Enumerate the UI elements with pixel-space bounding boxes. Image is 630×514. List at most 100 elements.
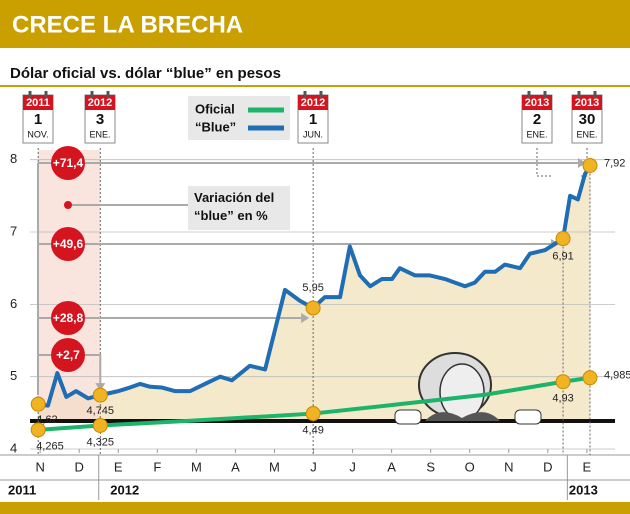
calendar-year: 2012 xyxy=(88,97,112,109)
y-tick-label: 8 xyxy=(10,151,17,166)
note-box xyxy=(188,186,290,230)
calendar-day: 3 xyxy=(96,111,104,128)
x-tick-label: S xyxy=(426,459,435,474)
calendar-month: ENE. xyxy=(89,129,110,139)
calendar-month: NOV. xyxy=(27,129,48,139)
calendar-year: 2012 xyxy=(301,97,325,109)
date-leader xyxy=(536,148,554,177)
x-tick-label: M xyxy=(191,459,202,474)
point xyxy=(305,406,321,422)
calendar-ring xyxy=(593,91,597,98)
calendar-ring xyxy=(28,91,32,98)
legend-label: Oficial xyxy=(195,101,235,116)
point xyxy=(582,370,598,386)
calendar-ring xyxy=(543,91,547,98)
calendar-ring xyxy=(44,91,48,98)
calendar-ring xyxy=(303,91,307,98)
series-line xyxy=(37,164,592,408)
variation-arrowhead xyxy=(301,313,310,323)
calendar-header xyxy=(572,95,602,110)
point xyxy=(92,417,108,433)
year-label: 2013 xyxy=(569,482,598,497)
x-tick-label: D xyxy=(543,459,552,474)
calendar-month: ENE. xyxy=(526,129,547,139)
chart-subtitle: Dólar oficial vs. dólar “blue” en pesos xyxy=(10,65,281,82)
value-label: 4,49 xyxy=(302,424,323,436)
calendar-ring xyxy=(527,91,531,98)
variation-bubble xyxy=(51,338,85,372)
chart-title: CRECE LA BRECHA xyxy=(12,11,243,38)
variation-arrowhead xyxy=(578,158,587,168)
note-text: Variación del “blue” en % xyxy=(194,190,274,223)
title-banner xyxy=(0,0,630,48)
calendar-year: 2013 xyxy=(525,97,549,109)
variation-label: +28,8 xyxy=(53,311,84,325)
calendar-header xyxy=(522,95,552,110)
value-label: 4,62 xyxy=(36,414,57,426)
variation-label: +2,7 xyxy=(56,348,80,362)
value-label: 4,745 xyxy=(87,405,115,417)
point xyxy=(305,300,321,316)
value-label: 4,93 xyxy=(552,393,573,405)
year-label: 2012 xyxy=(110,482,139,497)
value-label: 6,91 xyxy=(552,250,573,262)
variation-bubble xyxy=(51,146,85,180)
x-tick-label: N xyxy=(504,459,513,474)
x-tick-label: A xyxy=(231,459,240,474)
x-tick-label: A xyxy=(387,459,396,474)
calendar-header xyxy=(298,95,328,110)
portrait-hand xyxy=(514,409,542,425)
calendar-year: 2011 xyxy=(26,97,50,109)
portrait-body xyxy=(425,412,500,421)
y-tick-label: 5 xyxy=(10,368,17,383)
portrait-face xyxy=(439,363,485,421)
calendar-header xyxy=(85,95,115,110)
calendar-header xyxy=(23,95,53,110)
calendar-day: 2 xyxy=(533,111,541,128)
point xyxy=(555,374,571,390)
x-tick-label: F xyxy=(153,459,161,474)
legend-box xyxy=(188,96,290,140)
calendar-day: 1 xyxy=(309,111,317,128)
period-band xyxy=(38,150,101,420)
calendar-day: 1 xyxy=(34,111,42,128)
portrait-hand xyxy=(394,409,422,425)
y-tick-label: 4 xyxy=(10,440,17,455)
y-tick-label: 7 xyxy=(10,223,17,238)
x-tick-label: J xyxy=(310,459,317,474)
point xyxy=(30,422,46,438)
y-tick-label: 6 xyxy=(10,296,17,311)
point xyxy=(555,231,571,247)
x-tick-label: J xyxy=(349,459,356,474)
value-label: 4,985 xyxy=(604,370,630,382)
x-tick-label: E xyxy=(583,459,592,474)
variation-bubble xyxy=(51,301,85,335)
variation-label: +49,6 xyxy=(53,237,84,251)
variation-arrowhead xyxy=(95,383,106,392)
year-label: 2011 xyxy=(8,482,36,497)
date-leader xyxy=(580,148,588,177)
value-label: 4,325 xyxy=(87,436,115,448)
note-dot xyxy=(64,201,72,209)
calendar-day: 30 xyxy=(579,111,596,128)
value-label: 4,265 xyxy=(36,441,64,453)
calendar-month: ENE. xyxy=(576,129,597,139)
calendar-ring xyxy=(106,91,110,98)
legend-label: “Blue” xyxy=(195,119,236,134)
variation-bubble xyxy=(51,227,85,261)
calendar-year: 2013 xyxy=(575,97,599,109)
calendar-ring xyxy=(90,91,94,98)
x-tick-label: N xyxy=(35,459,44,474)
x-tick-label: E xyxy=(114,459,123,474)
calendar-ring xyxy=(319,91,323,98)
variation-label: +71,4 xyxy=(53,156,84,170)
point xyxy=(582,157,598,173)
value-label: 7,92 xyxy=(604,157,625,169)
x-tick-label: D xyxy=(75,459,84,474)
point xyxy=(30,396,46,412)
point xyxy=(92,387,108,403)
value-label: 5,95 xyxy=(302,282,323,294)
calendar-month: JUN. xyxy=(303,129,323,139)
x-tick-label: M xyxy=(269,459,280,474)
